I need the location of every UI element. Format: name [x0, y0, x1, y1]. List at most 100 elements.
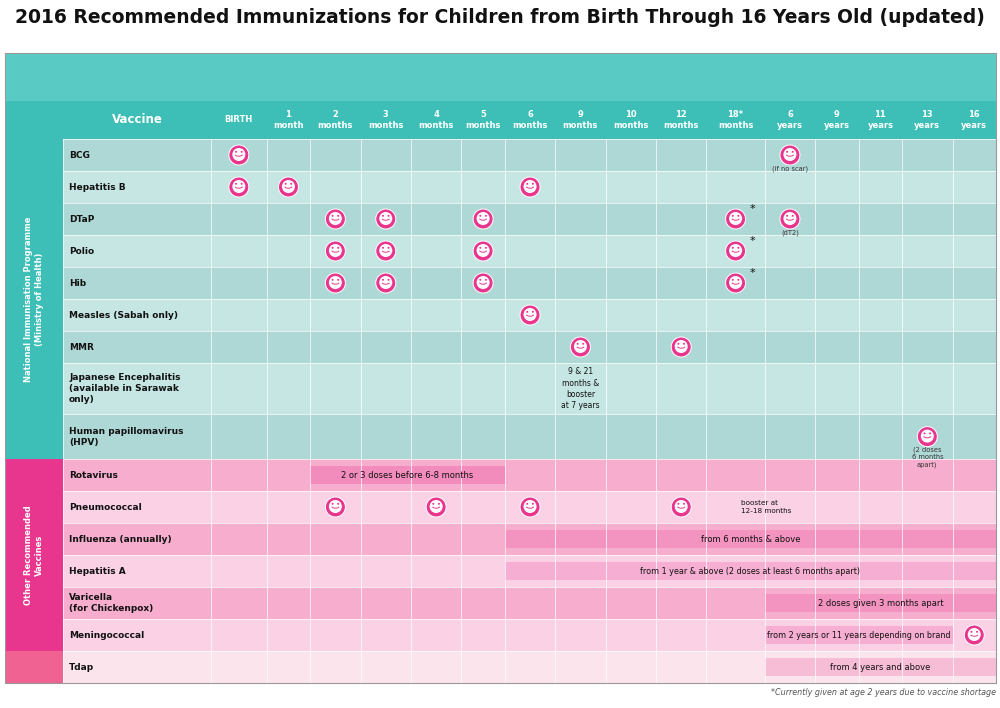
Bar	[63, 139, 996, 171]
Text: Hepatitis B: Hepatitis B	[69, 183, 126, 191]
Circle shape	[229, 177, 249, 197]
Text: 1
month: 1 month	[273, 110, 304, 130]
Circle shape	[379, 212, 392, 225]
Circle shape	[426, 497, 446, 517]
Circle shape	[325, 273, 345, 293]
Text: 2 doses given 3 months apart: 2 doses given 3 months apart	[818, 598, 943, 607]
Circle shape	[976, 631, 978, 633]
Circle shape	[683, 343, 685, 345]
Circle shape	[382, 215, 384, 217]
Text: Other Recommended
Vaccines: Other Recommended Vaccines	[24, 505, 44, 605]
Circle shape	[485, 279, 487, 281]
Text: *: *	[750, 236, 755, 246]
Bar	[765, 594, 996, 612]
Circle shape	[526, 503, 528, 505]
Circle shape	[285, 183, 287, 185]
Circle shape	[780, 209, 800, 229]
Circle shape	[577, 343, 579, 345]
Circle shape	[337, 503, 339, 505]
Circle shape	[379, 244, 392, 257]
Text: Japanese Encephalitis
(available in Sarawak
only): Japanese Encephalitis (available in Sara…	[69, 373, 180, 404]
Text: 11
years: 11 years	[867, 110, 893, 130]
Text: BIRTH: BIRTH	[225, 115, 253, 125]
Text: 9
months: 9 months	[563, 110, 598, 130]
Circle shape	[337, 247, 339, 249]
Circle shape	[582, 343, 584, 345]
Circle shape	[485, 247, 487, 249]
Bar	[63, 459, 996, 491]
Bar	[63, 555, 996, 587]
Text: Influenza (annually): Influenza (annually)	[69, 535, 172, 544]
Bar	[63, 299, 996, 331]
Bar	[63, 619, 996, 651]
Text: Polio: Polio	[69, 246, 94, 256]
Circle shape	[332, 279, 334, 281]
Circle shape	[675, 340, 688, 353]
Text: from 6 months & above: from 6 months & above	[701, 535, 800, 544]
Circle shape	[477, 244, 490, 257]
Text: (2 doses
6 months
apart): (2 doses 6 months apart)	[912, 447, 943, 467]
Circle shape	[917, 427, 937, 447]
Circle shape	[726, 241, 746, 261]
Circle shape	[229, 145, 249, 165]
Text: 10
months: 10 months	[613, 110, 649, 130]
Circle shape	[282, 180, 295, 193]
Circle shape	[329, 212, 342, 225]
Text: 9 & 21
months &
booster
at 7 years: 9 & 21 months & booster at 7 years	[561, 367, 600, 410]
Circle shape	[729, 212, 742, 225]
Text: 4
months: 4 months	[418, 110, 454, 130]
Circle shape	[337, 215, 339, 217]
Bar	[5, 53, 996, 683]
Bar	[505, 562, 996, 580]
Circle shape	[485, 215, 487, 217]
Text: Human papillomavirus
(HPV): Human papillomavirus (HPV)	[69, 426, 184, 447]
Circle shape	[732, 247, 734, 249]
Circle shape	[430, 500, 443, 513]
Circle shape	[325, 241, 345, 261]
Circle shape	[473, 209, 493, 229]
Circle shape	[786, 215, 788, 217]
Circle shape	[477, 212, 490, 225]
Circle shape	[290, 183, 292, 185]
Circle shape	[235, 183, 237, 185]
Bar	[63, 587, 996, 619]
Circle shape	[473, 273, 493, 293]
Circle shape	[732, 279, 734, 281]
Bar	[5, 139, 63, 459]
Text: 5
months: 5 months	[465, 110, 501, 130]
Bar	[63, 331, 996, 363]
Circle shape	[726, 273, 746, 293]
Text: BCG: BCG	[69, 151, 90, 159]
Circle shape	[278, 177, 298, 197]
Circle shape	[376, 273, 396, 293]
Bar	[765, 626, 953, 644]
Circle shape	[438, 503, 440, 505]
Circle shape	[671, 337, 691, 357]
Circle shape	[729, 276, 742, 289]
Bar	[5, 651, 63, 683]
Circle shape	[329, 500, 342, 513]
Text: Vaccine: Vaccine	[112, 113, 162, 126]
Circle shape	[479, 215, 481, 217]
Text: Hib: Hib	[69, 278, 86, 287]
Circle shape	[677, 343, 679, 345]
Text: Pneumococcal: Pneumococcal	[69, 503, 142, 511]
Text: *: *	[750, 204, 755, 214]
Circle shape	[675, 500, 688, 513]
Circle shape	[921, 430, 934, 442]
Bar	[63, 651, 996, 683]
Text: from 2 years or 11 years depending on brand: from 2 years or 11 years depending on br…	[767, 631, 950, 639]
Text: 6
months: 6 months	[512, 110, 548, 130]
Bar	[63, 171, 996, 203]
Text: 6
years: 6 years	[777, 110, 803, 130]
Text: Varicella
(for Chickenpox): Varicella (for Chickenpox)	[69, 593, 153, 613]
Circle shape	[329, 244, 342, 257]
Circle shape	[520, 177, 540, 197]
Circle shape	[232, 180, 245, 193]
Circle shape	[376, 209, 396, 229]
Circle shape	[382, 279, 384, 281]
Bar	[5, 53, 996, 101]
Text: (if no scar): (if no scar)	[772, 165, 808, 171]
Text: 2 or 3 doses before 6-8 months: 2 or 3 doses before 6-8 months	[341, 471, 474, 479]
Circle shape	[783, 148, 796, 161]
